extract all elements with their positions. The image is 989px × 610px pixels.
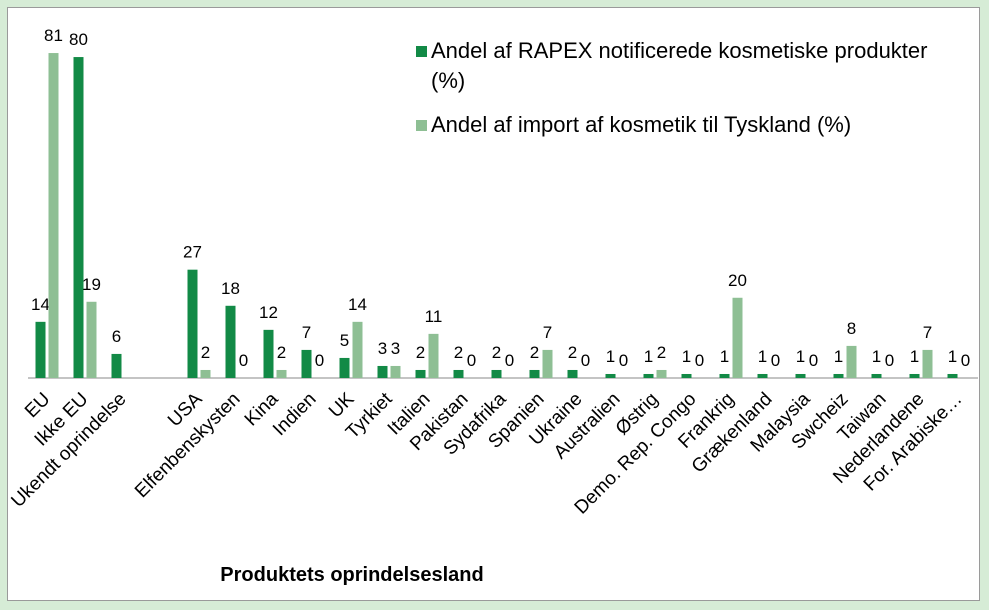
data-label: 0 xyxy=(619,351,628,370)
data-label: 19 xyxy=(82,275,101,294)
data-label: 0 xyxy=(467,351,476,370)
bar xyxy=(846,345,857,378)
bar xyxy=(453,369,464,378)
data-label: 8 xyxy=(847,319,856,338)
bar xyxy=(352,321,363,378)
data-label: 11 xyxy=(425,307,443,326)
data-label: 2 xyxy=(657,343,666,362)
bar xyxy=(48,53,59,378)
data-label: 1 xyxy=(606,347,615,366)
data-label: 1 xyxy=(872,347,881,366)
bar xyxy=(719,373,730,378)
data-label: 3 xyxy=(378,339,387,358)
legend-swatch xyxy=(416,120,427,131)
data-label: 27 xyxy=(183,243,202,262)
legend-item: Andel af RAPEX notificerede kosmetiske p… xyxy=(416,36,956,96)
data-label: 20 xyxy=(728,271,747,290)
bar xyxy=(86,301,97,378)
data-label: 1 xyxy=(948,347,957,366)
data-label: 0 xyxy=(961,351,970,370)
bar xyxy=(656,369,667,378)
data-label: 7 xyxy=(923,323,932,342)
data-label: 1 xyxy=(758,347,767,366)
bar xyxy=(276,369,287,378)
bar xyxy=(491,369,502,378)
bar xyxy=(529,369,540,378)
data-label: 2 xyxy=(492,343,501,362)
data-label: 0 xyxy=(315,351,324,370)
data-label: 6 xyxy=(112,327,121,346)
legend-label: Andel af import af kosmetik til Tyskland… xyxy=(431,112,852,137)
data-label: 12 xyxy=(259,303,278,322)
data-label: 1 xyxy=(644,347,653,366)
bar xyxy=(795,373,806,378)
bar xyxy=(643,373,654,378)
legend-swatch xyxy=(416,46,427,57)
bar xyxy=(200,369,211,378)
legend: Andel af RAPEX notificerede kosmetiske p… xyxy=(416,36,956,154)
bar xyxy=(567,369,578,378)
bar xyxy=(111,353,122,378)
bar xyxy=(263,329,274,378)
legend-item: Andel af import af kosmetik til Tyskland… xyxy=(416,110,956,140)
data-label: 2 xyxy=(454,343,463,362)
data-label: 0 xyxy=(771,351,780,370)
data-label: 1 xyxy=(834,347,843,366)
data-label: 7 xyxy=(302,323,311,342)
data-label: 81 xyxy=(44,26,63,45)
data-label: 7 xyxy=(543,323,552,342)
bar xyxy=(339,357,350,378)
bar xyxy=(681,373,692,378)
data-label: 0 xyxy=(695,351,704,370)
bar xyxy=(757,373,768,378)
x-axis-title: Produktets oprindelsesland xyxy=(220,564,483,586)
data-label: 2 xyxy=(416,343,425,362)
bar xyxy=(871,373,882,378)
bar xyxy=(301,349,312,378)
bar xyxy=(732,297,743,378)
data-label: 0 xyxy=(505,351,514,370)
bar xyxy=(377,365,388,378)
data-label: 2 xyxy=(530,343,539,362)
data-label: 1 xyxy=(796,347,805,366)
data-label: 14 xyxy=(348,295,367,314)
bar xyxy=(909,373,920,378)
bar xyxy=(187,269,198,378)
data-label: 2 xyxy=(568,343,577,362)
data-label: 0 xyxy=(239,351,248,370)
bar xyxy=(428,333,439,378)
data-label: 0 xyxy=(809,351,818,370)
data-label: 0 xyxy=(581,351,590,370)
bar xyxy=(542,349,553,378)
data-label: 1 xyxy=(910,347,919,366)
chart-panel xyxy=(7,7,980,601)
data-label: 3 xyxy=(391,339,400,358)
data-label: 80 xyxy=(69,30,88,49)
data-label: 14 xyxy=(31,295,50,314)
bar xyxy=(415,369,426,378)
bar xyxy=(605,373,616,378)
data-label: 2 xyxy=(277,343,286,362)
data-label: 5 xyxy=(340,331,349,350)
bar xyxy=(73,57,84,378)
data-label: 1 xyxy=(682,347,691,366)
bar xyxy=(390,365,401,378)
data-label: 0 xyxy=(885,351,894,370)
legend-label: Andel af RAPEX notificerede kosmetiske p… xyxy=(431,38,928,93)
bar xyxy=(225,305,236,378)
data-label: 2 xyxy=(201,343,210,362)
bar xyxy=(947,373,958,378)
data-label: 18 xyxy=(221,279,240,298)
x-tick-label: Indien xyxy=(269,389,320,440)
bar xyxy=(35,321,46,378)
bar xyxy=(833,373,844,378)
data-label: 1 xyxy=(720,347,729,366)
bar xyxy=(922,349,933,378)
